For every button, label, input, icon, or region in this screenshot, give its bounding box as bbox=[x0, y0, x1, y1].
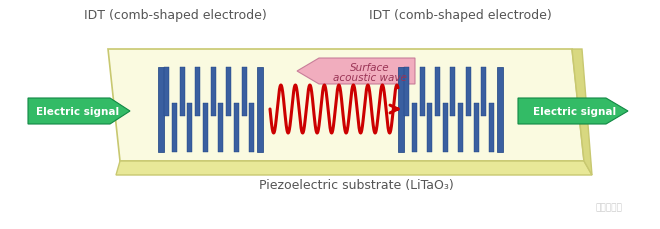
Bar bbox=[249, 103, 254, 152]
Bar bbox=[474, 103, 478, 152]
Bar bbox=[420, 68, 424, 117]
Polygon shape bbox=[572, 50, 592, 175]
Bar bbox=[497, 68, 503, 152]
Bar bbox=[427, 103, 432, 152]
Bar bbox=[211, 68, 216, 117]
Bar bbox=[242, 68, 246, 117]
Text: Surface: Surface bbox=[350, 63, 390, 73]
Text: acoustic wave: acoustic wave bbox=[333, 73, 407, 83]
Bar bbox=[187, 103, 192, 152]
Text: Piezoelectric substrate (LiTaO₃): Piezoelectric substrate (LiTaO₃) bbox=[259, 178, 453, 191]
Bar bbox=[180, 68, 185, 117]
Bar bbox=[172, 103, 177, 152]
Bar bbox=[451, 68, 455, 117]
Bar bbox=[158, 68, 164, 152]
Bar bbox=[412, 103, 416, 152]
Bar bbox=[234, 103, 239, 152]
Bar bbox=[398, 68, 404, 152]
Text: IDT (comb-shaped electrode): IDT (comb-shaped electrode) bbox=[84, 8, 267, 21]
Bar bbox=[257, 68, 263, 152]
Bar bbox=[218, 103, 223, 152]
Bar bbox=[203, 103, 208, 152]
Bar bbox=[404, 68, 409, 117]
Bar bbox=[435, 68, 440, 117]
Bar bbox=[443, 103, 447, 152]
Bar bbox=[164, 68, 169, 117]
Bar bbox=[466, 68, 471, 117]
Polygon shape bbox=[116, 161, 592, 175]
FancyArrow shape bbox=[518, 98, 628, 124]
FancyArrow shape bbox=[297, 59, 415, 85]
Bar bbox=[458, 103, 463, 152]
Bar bbox=[489, 103, 494, 152]
Bar bbox=[226, 68, 231, 117]
Text: 射频半导体: 射频半导体 bbox=[596, 203, 623, 212]
Text: IDT (comb-shaped electrode): IDT (comb-shaped electrode) bbox=[369, 8, 551, 21]
Bar bbox=[482, 68, 486, 117]
Text: Electric signal: Electric signal bbox=[36, 106, 119, 117]
Text: Electric signal: Electric signal bbox=[533, 106, 616, 117]
Bar bbox=[195, 68, 200, 117]
Polygon shape bbox=[108, 50, 584, 161]
FancyArrow shape bbox=[28, 98, 130, 124]
